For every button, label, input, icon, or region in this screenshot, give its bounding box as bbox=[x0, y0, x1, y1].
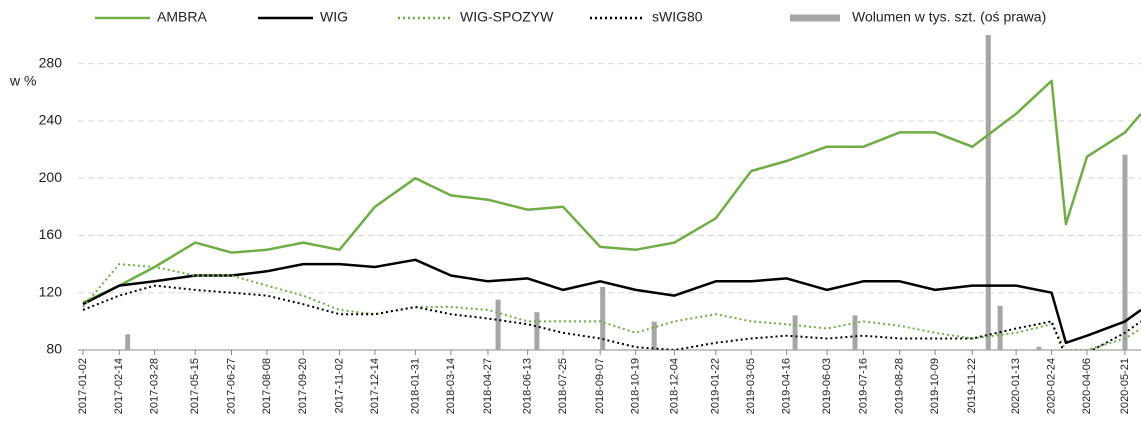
volume-bar bbox=[852, 315, 858, 350]
series-line bbox=[82, 263, 1141, 350]
x-tick-label: 2018-10-19 bbox=[630, 358, 642, 414]
x-tick-label: 2017-01-02 bbox=[77, 358, 89, 414]
y-tick-label: 240 bbox=[39, 112, 63, 128]
series-line bbox=[82, 284, 1141, 350]
volume-bar bbox=[125, 334, 131, 350]
x-tick-label: 2020-04-06 bbox=[1081, 358, 1093, 414]
x-tick-label: 2017-03-28 bbox=[149, 358, 161, 414]
volume-bar bbox=[997, 305, 1003, 350]
legend-label: WIG bbox=[320, 9, 348, 25]
volume-bar bbox=[534, 312, 540, 350]
series-line bbox=[82, 79, 1141, 304]
x-tick-label: 2020-02-24 bbox=[1045, 358, 1057, 414]
x-tick-label: 2019-07-16 bbox=[857, 358, 869, 414]
series-line bbox=[82, 258, 1141, 345]
x-tick-label: 2018-01-31 bbox=[409, 358, 421, 414]
volume-bar bbox=[1122, 154, 1128, 350]
x-tick-label: 2018-07-25 bbox=[557, 358, 569, 414]
x-tick-label: 2020-01-13 bbox=[1010, 358, 1022, 414]
x-tick-label: 2017-12-14 bbox=[369, 358, 381, 414]
legend-label: WIG-SPOZYW bbox=[460, 9, 554, 25]
y-tick-label: 80 bbox=[46, 341, 62, 357]
y-tick-label: 280 bbox=[39, 54, 63, 70]
x-tick-label: 2019-11-22 bbox=[966, 358, 978, 413]
x-tick-label: 2017-11-02 bbox=[333, 358, 345, 413]
legend-label: sWIG80 bbox=[652, 9, 703, 25]
y-tick-label: 160 bbox=[39, 226, 63, 242]
x-tick-label: 2019-10-09 bbox=[929, 358, 941, 414]
x-tick-label: 2017-06-27 bbox=[225, 358, 237, 414]
volume-bar bbox=[1036, 346, 1042, 350]
legend-label: Wolumen w tys. szt. (oś prawa) bbox=[852, 9, 1046, 25]
x-tick-label: 2017-09-20 bbox=[297, 358, 309, 414]
x-tick-label: 2019-03-05 bbox=[745, 358, 757, 414]
x-tick-label: 2018-03-14 bbox=[445, 358, 457, 414]
y-axis-label: w % bbox=[9, 73, 36, 89]
x-tick-label: 2019-06-03 bbox=[821, 358, 833, 414]
x-tick-label: 2017-08-08 bbox=[261, 358, 273, 414]
x-tick-label: 2018-09-07 bbox=[594, 358, 606, 414]
x-tick-label: 2018-12-04 bbox=[668, 358, 680, 414]
x-tick-label: 2018-06-13 bbox=[522, 358, 534, 414]
x-tick-label: 2018-04-27 bbox=[482, 358, 494, 414]
volume-bar bbox=[495, 299, 501, 350]
x-tick-label: 2017-02-14 bbox=[113, 358, 125, 414]
volume-bar bbox=[600, 287, 606, 350]
x-tick-label: 2019-08-28 bbox=[894, 358, 906, 414]
x-tick-label: 2017-05-15 bbox=[189, 358, 201, 414]
legend-label: AMBRA bbox=[157, 9, 207, 25]
y-tick-label: 200 bbox=[39, 169, 63, 185]
x-tick-label: 2019-01-22 bbox=[710, 358, 722, 414]
volume-bar bbox=[651, 321, 657, 350]
volume-bar bbox=[792, 315, 798, 350]
volume-bar bbox=[985, 35, 991, 350]
x-tick-label: 2020-05-21 bbox=[1119, 358, 1131, 414]
y-tick-label: 120 bbox=[39, 283, 63, 299]
x-tick-label: 2019-04-16 bbox=[781, 358, 793, 414]
